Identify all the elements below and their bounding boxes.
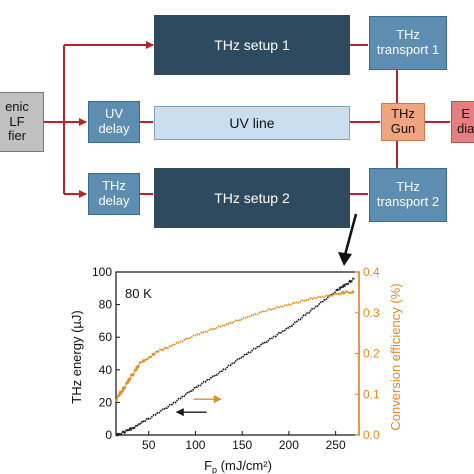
laser-amplifier-box: enic LF fier (0, 92, 44, 152)
thz-gun-box: THz Gun (381, 103, 425, 141)
thz-delay-box: THz delay (88, 173, 140, 215)
x-tick-label: 250 (326, 438, 346, 452)
chart-annotation: 80 K (125, 286, 152, 301)
y-tick-label: 60 (99, 330, 113, 344)
x-axis-label-main: F (204, 458, 212, 473)
y-tick-label: 20 (99, 395, 113, 409)
uv-line-box: UV line (154, 106, 350, 140)
y2-tick-label: 0.0 (363, 428, 380, 442)
x-tick-label: 100 (185, 438, 205, 452)
y2-tick-label: 0.2 (363, 347, 380, 361)
y-tick-label: 100 (92, 265, 112, 279)
callout-arrow (343, 213, 358, 256)
y-axis-label: THz energy (µJ) (69, 310, 84, 403)
series-energy-line (115, 277, 355, 437)
thz-transport-2-box: THz transport 2 (369, 168, 447, 222)
thz-setup-1-box: THz setup 1 (154, 15, 350, 75)
uv-delay-box: UV delay (88, 101, 140, 143)
x-axis-label: Fp (mJ/cm²) (204, 458, 272, 474)
y2-tick-label: 0.4 (363, 265, 380, 279)
y2-tick-label: 0.1 (363, 387, 380, 401)
y-tick-label: 0 (105, 428, 112, 442)
x-tick-label: 200 (279, 438, 299, 452)
y-tick-label: 80 (99, 298, 113, 312)
thz-setup-2-box: THz setup 2 (154, 168, 350, 228)
series-efficiency-line (115, 289, 355, 403)
x-axis-label-units: (mJ/cm²) (217, 458, 272, 473)
y2-tick-label: 0.3 (363, 306, 380, 320)
x-tick-label: 150 (232, 438, 252, 452)
thz-transport-1-box: THz transport 1 (369, 16, 447, 70)
callout-arrowhead (338, 252, 352, 266)
y2-axis-label: Conversion efficiency (%) (388, 283, 403, 430)
x-tick-label: 50 (142, 438, 156, 452)
e-diagnostics-box: E dia (451, 101, 474, 143)
y-tick-label: 40 (99, 363, 113, 377)
x-axis-label-sub: p (212, 465, 217, 474)
